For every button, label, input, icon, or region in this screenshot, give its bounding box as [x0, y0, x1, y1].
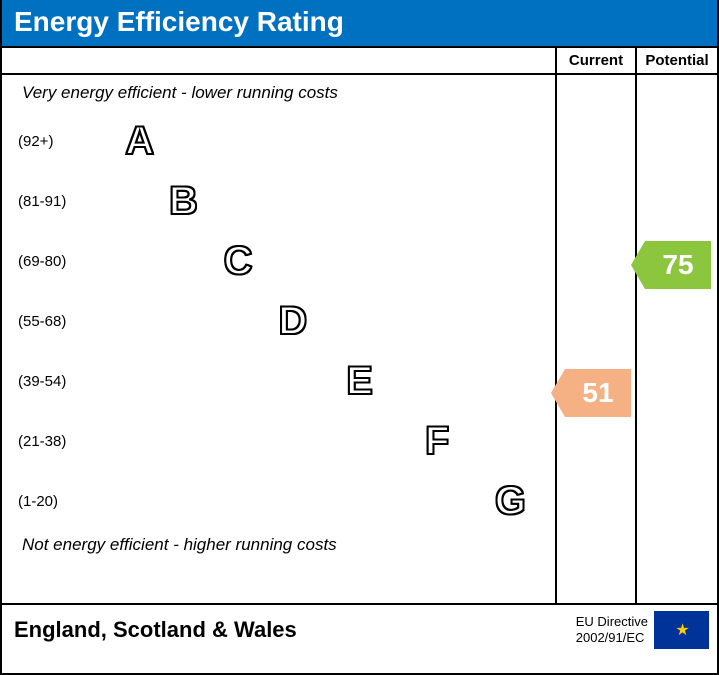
- top-note: Very energy efficient - lower running co…: [8, 81, 555, 109]
- band-range: (92+): [8, 133, 80, 150]
- bands-wrap: (92+) A (81-91) B (69-80) C (55-68) D (39-54) E (2…: [8, 113, 555, 529]
- header-current: Current: [557, 48, 637, 73]
- directive-line2: 2002/91/EC: [576, 630, 645, 645]
- header-spacer: [2, 48, 557, 73]
- band-range: (21-38): [8, 433, 80, 450]
- current-badge-arrow-icon: [551, 369, 565, 417]
- band-letter: C: [224, 241, 253, 281]
- current-column: 51: [557, 75, 637, 603]
- region-label: England, Scotland & Wales: [10, 617, 576, 643]
- header-row: Current Potential: [2, 48, 717, 75]
- band-b: (81-91) B: [8, 173, 216, 229]
- band-letter: F: [425, 421, 449, 461]
- band-range: (69-80): [8, 253, 80, 270]
- body-row: Very energy efficient - lower running co…: [2, 75, 717, 605]
- band-range: (55-68): [8, 313, 80, 330]
- eu-flag-icon: ★: [654, 611, 709, 649]
- potential-badge-arrow-icon: [631, 241, 645, 289]
- band-a: (92+) A: [8, 113, 172, 169]
- directive-text: EU Directive 2002/91/EC: [576, 614, 654, 645]
- title: Energy Efficiency Rating: [2, 0, 717, 48]
- bottom-note: Not energy efficient - higher running co…: [8, 533, 555, 561]
- band-letter: A: [125, 121, 154, 161]
- bands-area: Very energy efficient - lower running co…: [2, 75, 557, 603]
- potential-column: 75: [637, 75, 717, 603]
- band-letter: E: [346, 361, 373, 401]
- band-letter: B: [169, 181, 198, 221]
- current-badge: 51: [565, 369, 631, 417]
- band-e: (39-54) E: [8, 353, 391, 409]
- epc-chart: Energy Efficiency Rating Current Potenti…: [0, 0, 719, 675]
- band-g: (1-20) G: [8, 473, 544, 529]
- potential-badge: 75: [645, 241, 711, 289]
- band-f: (21-38) F: [8, 413, 467, 469]
- band-letter: D: [278, 301, 307, 341]
- eu-stars-icon: ★: [675, 620, 687, 640]
- current-badge-value: 51: [582, 377, 613, 409]
- band-c: (69-80) C: [8, 233, 271, 289]
- band-d: (55-68) D: [8, 293, 325, 349]
- header-potential: Potential: [637, 48, 717, 73]
- band-range: (39-54): [8, 373, 80, 390]
- potential-badge-value: 75: [662, 249, 693, 281]
- band-range: (81-91): [8, 193, 80, 210]
- band-range: (1-20): [8, 493, 80, 510]
- footer: England, Scotland & Wales EU Directive 2…: [2, 605, 717, 655]
- directive-line1: EU Directive: [576, 614, 648, 629]
- band-letter: G: [495, 481, 526, 521]
